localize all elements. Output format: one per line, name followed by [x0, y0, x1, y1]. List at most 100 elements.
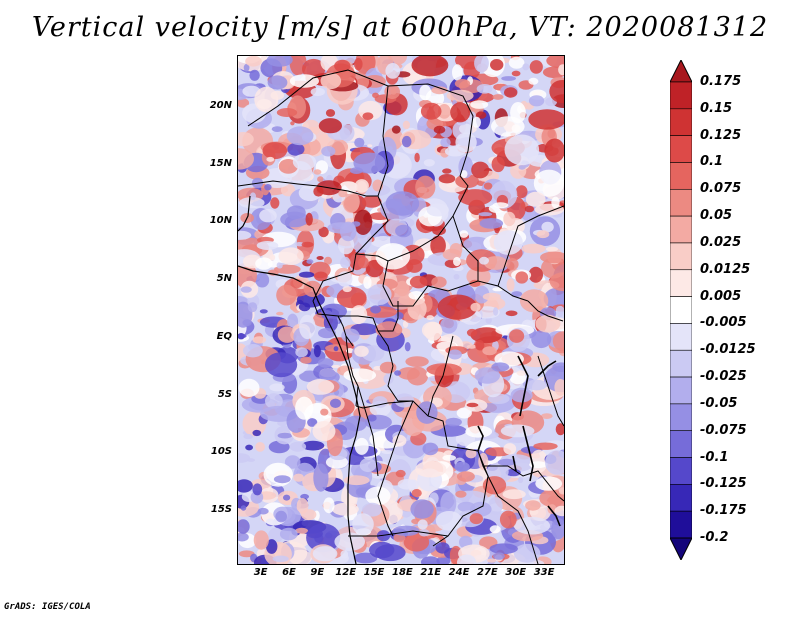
field-patch [317, 358, 334, 368]
field-patch [554, 379, 564, 396]
field-patch [375, 321, 403, 339]
field-patch [435, 511, 463, 531]
field-patch [503, 211, 516, 227]
field-patch [299, 314, 316, 340]
field-patch [528, 109, 564, 130]
field-patch [525, 500, 541, 511]
field-patch [545, 450, 564, 475]
field-patch [442, 454, 456, 461]
field-patch [277, 432, 293, 439]
field-patch [488, 497, 503, 515]
field-patch [321, 146, 336, 157]
field-patch [243, 63, 250, 72]
field-patch [240, 286, 252, 293]
field-patch [508, 56, 525, 69]
field-patch [318, 368, 337, 382]
field-patch [455, 490, 467, 498]
field-patch [395, 224, 412, 238]
field-patch [254, 86, 279, 113]
field-patch [392, 525, 420, 536]
field-patch [316, 256, 324, 260]
field-patch [459, 230, 469, 238]
colorbar-label: 0.075 [700, 181, 742, 197]
field-patch [238, 230, 252, 240]
field-patch [516, 370, 527, 376]
field-patch [415, 460, 447, 478]
field-patch [448, 349, 462, 360]
field-patch [493, 307, 499, 316]
field-patch [524, 205, 535, 213]
field-patch [456, 471, 475, 482]
field-patch [519, 289, 549, 313]
field-patch [323, 497, 335, 514]
field-patch [269, 383, 285, 392]
field-patch [312, 421, 336, 442]
field-patch [331, 364, 341, 369]
field-patch [275, 510, 287, 523]
field-patch [298, 271, 315, 278]
colorbar-bottom-arrow [670, 537, 692, 560]
field-patch [531, 330, 552, 349]
field-patch [300, 493, 309, 500]
field-patch [381, 450, 394, 454]
field-patch [314, 271, 328, 282]
field-patch [338, 189, 348, 198]
field-patch [422, 442, 439, 456]
field-patch [385, 63, 401, 79]
colorbar [670, 60, 692, 560]
field-patch [238, 453, 251, 463]
field-patch [266, 539, 278, 554]
field-patch [238, 479, 253, 493]
field-patch [435, 542, 450, 554]
field-patch [361, 195, 382, 208]
colorbar-segment [670, 215, 692, 244]
field-patch [440, 137, 451, 148]
field-patch [318, 328, 336, 339]
field-patch [336, 287, 367, 309]
field-patch [354, 57, 363, 71]
field-patch [433, 125, 446, 134]
field-patch [269, 254, 276, 261]
field-patch [485, 316, 492, 324]
field-patch [472, 116, 481, 128]
colorbar-label: 0.025 [700, 234, 742, 250]
field-patch [436, 556, 451, 564]
field-patch [463, 236, 491, 252]
field-patch [487, 558, 497, 563]
field-patch [411, 56, 449, 77]
field-patch [265, 352, 298, 378]
field-patch [343, 368, 377, 383]
field-patch [500, 424, 535, 438]
field-patch [470, 327, 503, 344]
field-patch [518, 476, 524, 484]
field-patch [404, 342, 411, 352]
field-patch [277, 326, 297, 343]
field-patch [402, 120, 410, 130]
field-patch [470, 501, 492, 517]
lakes [477, 355, 561, 527]
field-patch [502, 489, 526, 500]
field-patch [489, 543, 518, 554]
field-patch [554, 505, 564, 517]
field-patch [276, 262, 283, 269]
field-patch [262, 142, 288, 160]
field-patch [238, 98, 250, 108]
field-patch [460, 170, 468, 179]
colorbar-segment [670, 376, 692, 405]
field-patch [305, 212, 313, 226]
field-patch [555, 423, 564, 436]
field-patch [252, 336, 267, 344]
field-patch [270, 197, 280, 209]
field-patch [442, 168, 452, 174]
colorbar-segment [670, 135, 692, 163]
field-patch [301, 509, 317, 521]
field-patch [499, 510, 517, 529]
field-patch [271, 126, 283, 132]
field-patch [419, 84, 432, 101]
field-patch [245, 56, 262, 67]
country-borders [238, 69, 564, 564]
field-patch [280, 183, 296, 197]
colorbar-label: 0.125 [700, 127, 742, 143]
field-patch [293, 473, 304, 482]
field-patch [474, 56, 489, 73]
